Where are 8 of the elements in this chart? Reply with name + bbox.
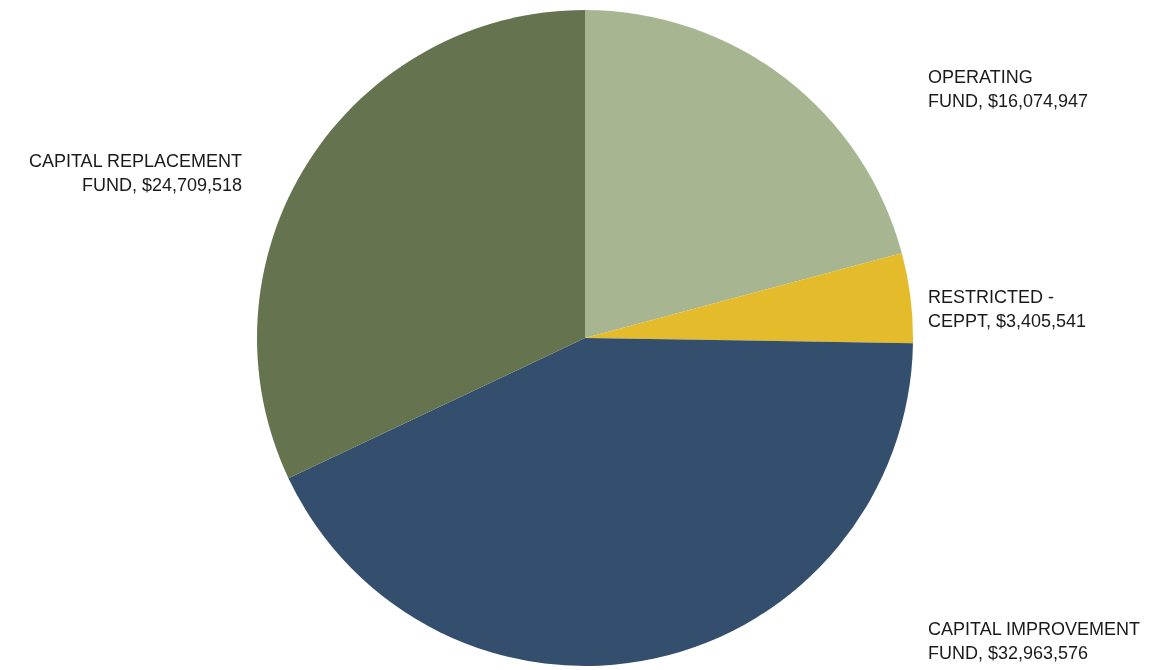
slice-label: CAPITAL IMPROVEMENT FUND, $32,963,576 [928,619,1141,663]
pie-slice [585,10,902,338]
pie-slice [257,10,585,479]
pie-slice [288,338,913,666]
pie-slice [585,253,913,344]
slice-label: OPERATING FUND, $16,074,947 [928,66,1089,111]
slice-label: RESTRICTED - CEPPT, $3,405,541 [928,286,1087,331]
slice-label: CAPITAL REPLACEMENT FUND, $24,709,518 [28,151,242,196]
